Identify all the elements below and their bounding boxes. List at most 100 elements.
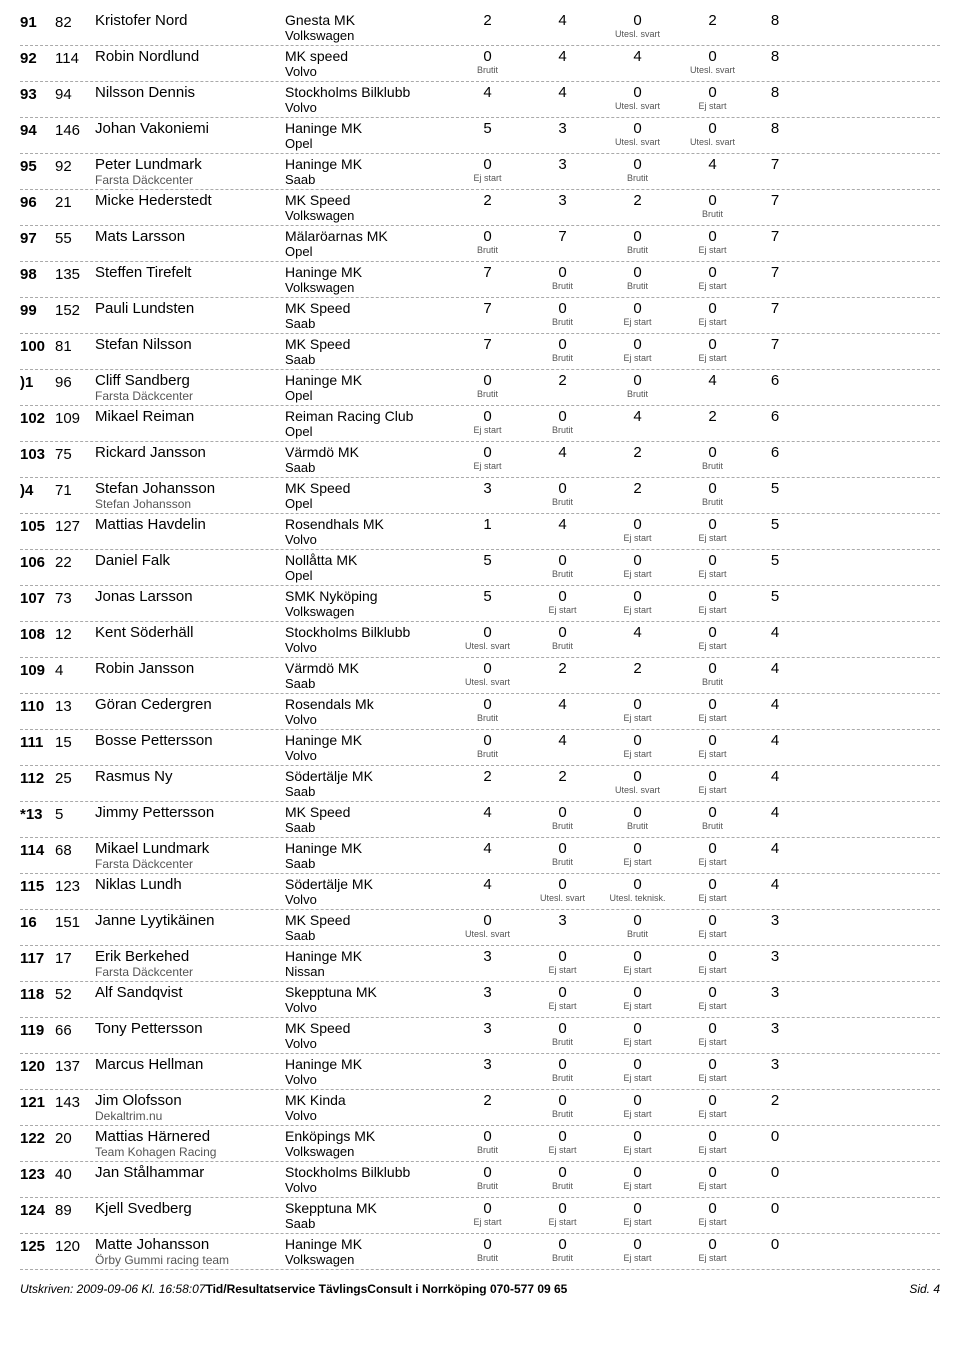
score-cell-3: 0Ej start xyxy=(600,588,675,615)
score-value: 2 xyxy=(450,1092,525,1109)
score-cell-3: 4 xyxy=(600,624,675,641)
score-note: Brutit xyxy=(525,1109,600,1119)
score-note: Brutit xyxy=(675,677,750,687)
score-note: Ej start xyxy=(675,965,750,975)
table-row: )471Stefan JohanssonStefan JohanssonMK S… xyxy=(20,478,940,514)
score-note: Brutit xyxy=(450,1145,525,1155)
table-row: 11013Göran CedergrenRosendals MkVolvo0Br… xyxy=(20,694,940,730)
score-note: Ej start xyxy=(675,857,750,867)
total-cell: 3 xyxy=(750,1020,800,1037)
club-cell: MK SpeedVolkswagen xyxy=(285,192,450,223)
rank-cell: 16 xyxy=(20,912,55,931)
score-value: 0 xyxy=(450,48,525,65)
score-value: 0 xyxy=(675,516,750,533)
total-cell: 7 xyxy=(750,264,800,281)
score-note: Ej start xyxy=(675,641,750,651)
score-note: Brutit xyxy=(675,209,750,219)
name-cell: Erik BerkehedFarsta Däckcenter xyxy=(95,948,285,979)
number-cell: 15 xyxy=(55,732,95,751)
score-cell-2: 2 xyxy=(525,660,600,677)
club-cell: Stockholms BilklubbVolvo xyxy=(285,1164,450,1195)
number-cell: 82 xyxy=(55,12,95,31)
score-cell-1: 2 xyxy=(450,12,525,29)
score-cell-1: 0Brutit xyxy=(450,1236,525,1263)
score-cell-3: 0Ej start xyxy=(600,516,675,543)
score-value: 0 xyxy=(600,840,675,857)
score-cell-1: 0Brutit xyxy=(450,1164,525,1191)
score-value: 0 xyxy=(675,48,750,65)
score-note: Utesl. svart xyxy=(525,893,600,903)
score-note: Ej start xyxy=(450,173,525,183)
table-row: 10375Rickard JanssonVärmdö MKSaab0Ej sta… xyxy=(20,442,940,478)
vehicle: Saab xyxy=(285,784,450,799)
score-cell-4: 0Ej start xyxy=(675,1056,750,1083)
score-value: 0 xyxy=(450,156,525,173)
driver-name: Jimmy Pettersson xyxy=(95,804,285,821)
score-note: Ej start xyxy=(600,533,675,543)
name-cell: Kristofer Nord xyxy=(95,12,285,29)
score-value: 5 xyxy=(450,552,525,569)
vehicle: Volvo xyxy=(285,532,450,547)
score-note: Brutit xyxy=(450,65,525,75)
score-value: 0 xyxy=(600,804,675,821)
vehicle: Saab xyxy=(285,856,450,871)
number-cell: 71 xyxy=(55,480,95,499)
total-cell: 6 xyxy=(750,408,800,425)
driver-name: Marcus Hellman xyxy=(95,1056,285,1073)
score-cell-1: 2 xyxy=(450,1092,525,1109)
score-cell-2: 0Ej start xyxy=(525,984,600,1011)
number-cell: 146 xyxy=(55,120,95,139)
score-value: 5 xyxy=(450,588,525,605)
number-cell: 137 xyxy=(55,1056,95,1075)
score-value: 0 xyxy=(600,516,675,533)
score-note: Ej start xyxy=(600,317,675,327)
score-note: Ej start xyxy=(675,101,750,111)
score-cell-3: 0Brutit xyxy=(600,804,675,831)
score-value: 0 xyxy=(525,1200,600,1217)
vehicle: Volkswagen xyxy=(285,1144,450,1159)
score-cell-1: 0Brutit xyxy=(450,48,525,75)
number-cell: 12 xyxy=(55,624,95,643)
score-cell-2: 4 xyxy=(525,516,600,533)
score-cell-3: 0Ej start xyxy=(600,1164,675,1191)
rank-cell: 123 xyxy=(20,1164,55,1183)
table-row: 92114Robin NordlundMK speedVolvo0Brutit4… xyxy=(20,46,940,82)
score-value: 0 xyxy=(675,804,750,821)
score-cell-3: 0Ej start xyxy=(600,552,675,579)
club-cell: SMK NyköpingVolkswagen xyxy=(285,588,450,619)
score-cell-1: 7 xyxy=(450,264,525,281)
score-note: Brutit xyxy=(600,821,675,831)
club-cell: MK SpeedSaab xyxy=(285,804,450,835)
driver-name: Daniel Falk xyxy=(95,552,285,569)
driver-name: Rickard Jansson xyxy=(95,444,285,461)
club-name: Haninge MK xyxy=(285,372,450,388)
table-row: 11852Alf SandqvistSkepptuna MKVolvo30Ej … xyxy=(20,982,940,1018)
score-note: Ej start xyxy=(600,1037,675,1047)
score-value: 7 xyxy=(525,228,600,245)
score-value: 0 xyxy=(450,372,525,389)
score-cell-2: 0Utesl. svart xyxy=(525,876,600,903)
score-value: 2 xyxy=(675,12,750,29)
score-value: 4 xyxy=(450,804,525,821)
score-value: 0 xyxy=(675,696,750,713)
total-cell: 2 xyxy=(750,1092,800,1109)
score-cell-3: 0Ej start xyxy=(600,336,675,363)
score-cell-1: 3 xyxy=(450,1056,525,1073)
score-value: 7 xyxy=(450,264,525,281)
score-cell-1: 0Brutit xyxy=(450,696,525,723)
score-value: 0 xyxy=(525,984,600,1001)
rank-cell: 95 xyxy=(20,156,55,175)
name-cell: Rasmus Ny xyxy=(95,768,285,785)
club-name: Mälaröarnas MK xyxy=(285,228,450,244)
score-value: 0 xyxy=(450,1236,525,1253)
score-note: Ej start xyxy=(600,857,675,867)
name-cell: Nilsson Dennis xyxy=(95,84,285,101)
name-cell: Mats Larsson xyxy=(95,228,285,245)
score-note: Ej start xyxy=(675,1181,750,1191)
total-cell: 5 xyxy=(750,552,800,569)
name-cell: Marcus Hellman xyxy=(95,1056,285,1073)
score-cell-3: 0Ej start xyxy=(600,1020,675,1047)
name-cell: Alf Sandqvist xyxy=(95,984,285,1001)
table-row: 11717Erik BerkehedFarsta DäckcenterHanin… xyxy=(20,946,940,982)
score-value: 0 xyxy=(600,336,675,353)
